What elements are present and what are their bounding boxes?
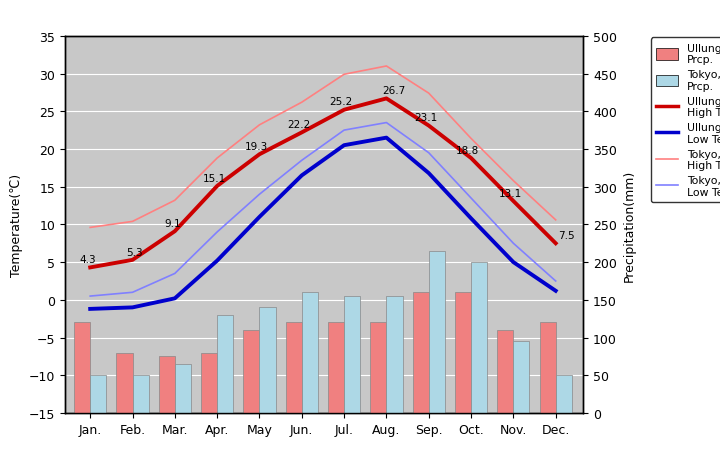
Bar [428, 251, 445, 413]
Bar [556, 375, 572, 413]
Bar [74, 323, 90, 413]
Bar [259, 308, 276, 413]
Bar [201, 353, 217, 413]
Bar [302, 293, 318, 413]
Bar [217, 315, 233, 413]
Y-axis label: Precipitation(mm): Precipitation(mm) [623, 169, 636, 281]
Bar [471, 263, 487, 413]
Bar [513, 341, 529, 413]
Text: 25.2: 25.2 [329, 97, 353, 107]
Bar [117, 353, 132, 413]
Bar [328, 323, 344, 413]
Bar [132, 375, 148, 413]
Text: 23.1: 23.1 [414, 113, 437, 123]
Bar [286, 323, 302, 413]
Bar [243, 330, 259, 413]
Bar [370, 323, 387, 413]
Bar [539, 323, 556, 413]
Bar [455, 293, 471, 413]
Legend: UllungIsland
Prcp., Tokyo, Japan
Prcp., UllungIsland
High Temp., UllungIsland
Lo: UllungIsland Prcp., Tokyo, Japan Prcp., … [651, 39, 720, 203]
Text: 19.3: 19.3 [245, 142, 268, 151]
Text: 22.2: 22.2 [287, 120, 310, 130]
Bar [498, 330, 513, 413]
Y-axis label: Temperature(℃): Temperature(℃) [10, 174, 23, 276]
Text: 4.3: 4.3 [80, 255, 96, 264]
Text: 15.1: 15.1 [202, 173, 225, 183]
Bar [413, 293, 428, 413]
Text: 26.7: 26.7 [382, 86, 405, 96]
Bar [90, 375, 107, 413]
Bar [387, 297, 402, 413]
Text: 5.3: 5.3 [126, 247, 143, 257]
Bar [344, 297, 360, 413]
Bar [175, 364, 191, 413]
Text: 9.1: 9.1 [164, 218, 181, 229]
Text: 13.1: 13.1 [498, 188, 522, 198]
Text: 7.5: 7.5 [558, 230, 575, 241]
Bar [158, 357, 175, 413]
Text: 18.8: 18.8 [456, 146, 480, 156]
